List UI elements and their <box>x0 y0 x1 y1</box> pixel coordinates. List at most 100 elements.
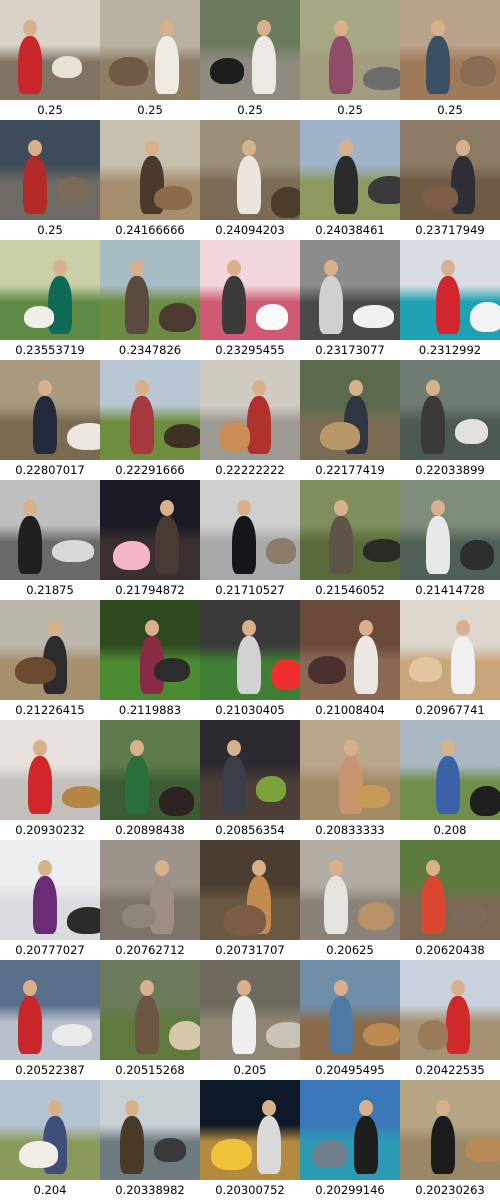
grid-cell[interactable]: 0.23173077 <box>300 240 400 360</box>
grid-cell[interactable]: 0.22807017 <box>0 360 100 480</box>
grid-cell[interactable]: 0.25 <box>0 0 100 120</box>
grid-cell[interactable]: 0.20299146 <box>300 1080 400 1200</box>
grid-cell[interactable]: 0.20930232 <box>0 720 100 840</box>
grid-cell[interactable]: 0.25 <box>300 0 400 120</box>
thumbnail-image[interactable] <box>200 360 300 460</box>
thumbnail-image[interactable] <box>0 360 100 460</box>
grid-cell[interactable]: 0.25 <box>200 0 300 120</box>
thumbnail-image[interactable] <box>400 480 500 580</box>
thumbnail-image[interactable] <box>100 480 200 580</box>
thumbnail-image[interactable] <box>100 360 200 460</box>
thumbnail-image[interactable] <box>0 120 100 220</box>
thumbnail-image[interactable] <box>200 240 300 340</box>
thumbnail-image[interactable] <box>400 1080 500 1180</box>
grid-cell[interactable]: 0.2119883 <box>100 600 200 720</box>
grid-cell[interactable]: 0.25 <box>400 0 500 120</box>
grid-cell[interactable]: 0.21710527 <box>200 480 300 600</box>
thumbnail-image[interactable] <box>300 1080 400 1180</box>
thumbnail-image[interactable] <box>100 0 200 100</box>
grid-cell[interactable]: 0.21226415 <box>0 600 100 720</box>
grid-cell[interactable]: 0.24038461 <box>300 120 400 240</box>
grid-cell[interactable]: 0.20620438 <box>400 840 500 960</box>
thumbnail-image[interactable] <box>300 0 400 100</box>
grid-cell[interactable]: 0.205 <box>200 960 300 1080</box>
thumbnail-image[interactable] <box>200 600 300 700</box>
grid-cell[interactable]: 0.21875 <box>0 480 100 600</box>
thumbnail-image[interactable] <box>0 960 100 1060</box>
grid-cell[interactable]: 0.20762712 <box>100 840 200 960</box>
grid-cell[interactable]: 0.21794872 <box>100 480 200 600</box>
grid-cell[interactable]: 0.22177419 <box>300 360 400 480</box>
grid-cell[interactable]: 0.21008404 <box>300 600 400 720</box>
grid-cell[interactable]: 0.23295455 <box>200 240 300 360</box>
thumbnail-image[interactable] <box>400 960 500 1060</box>
grid-cell[interactable]: 0.20856354 <box>200 720 300 840</box>
grid-cell[interactable]: 0.2312992 <box>400 240 500 360</box>
grid-cell[interactable]: 0.20522387 <box>0 960 100 1080</box>
thumbnail-image[interactable] <box>100 1080 200 1180</box>
thumbnail-image[interactable] <box>400 240 500 340</box>
grid-cell[interactable]: 0.20495495 <box>300 960 400 1080</box>
grid-cell[interactable]: 0.20731707 <box>200 840 300 960</box>
thumbnail-image[interactable] <box>200 1080 300 1180</box>
grid-cell[interactable]: 0.208 <box>400 720 500 840</box>
grid-cell[interactable]: 0.25 <box>100 0 200 120</box>
grid-cell[interactable]: 0.20515268 <box>100 960 200 1080</box>
grid-cell[interactable]: 0.22222222 <box>200 360 300 480</box>
grid-cell[interactable]: 0.22291666 <box>100 360 200 480</box>
thumbnail-image[interactable] <box>100 720 200 820</box>
thumbnail-image[interactable] <box>300 480 400 580</box>
thumbnail-image[interactable] <box>0 840 100 940</box>
thumbnail-image[interactable] <box>100 840 200 940</box>
thumbnail-image[interactable] <box>400 840 500 940</box>
thumbnail-image[interactable] <box>300 720 400 820</box>
grid-cell[interactable]: 0.23717949 <box>400 120 500 240</box>
thumbnail-image[interactable] <box>400 360 500 460</box>
thumbnail-image[interactable] <box>100 120 200 220</box>
grid-cell[interactable]: 0.2347826 <box>100 240 200 360</box>
grid-cell[interactable]: 0.21030405 <box>200 600 300 720</box>
grid-cell[interactable]: 0.21546052 <box>300 480 400 600</box>
thumbnail-image[interactable] <box>300 600 400 700</box>
thumbnail-image[interactable] <box>100 960 200 1060</box>
thumbnail-image[interactable] <box>0 1080 100 1180</box>
thumbnail-image[interactable] <box>200 960 300 1060</box>
thumbnail-image[interactable] <box>400 720 500 820</box>
thumbnail-image[interactable] <box>200 120 300 220</box>
thumbnail-image[interactable] <box>0 240 100 340</box>
thumbnail-image[interactable] <box>0 480 100 580</box>
thumbnail-image[interactable] <box>100 600 200 700</box>
grid-cell[interactable]: 0.20777027 <box>0 840 100 960</box>
grid-cell[interactable]: 0.22033899 <box>400 360 500 480</box>
grid-cell[interactable]: 0.20338982 <box>100 1080 200 1200</box>
thumbnail-image[interactable] <box>400 600 500 700</box>
thumbnail-image[interactable] <box>200 0 300 100</box>
thumbnail-image[interactable] <box>100 240 200 340</box>
thumbnail-image[interactable] <box>0 0 100 100</box>
grid-cell[interactable]: 0.20300752 <box>200 1080 300 1200</box>
grid-cell[interactable]: 0.25 <box>0 120 100 240</box>
grid-cell[interactable]: 0.21414728 <box>400 480 500 600</box>
grid-cell[interactable]: 0.20833333 <box>300 720 400 840</box>
thumbnail-image[interactable] <box>300 120 400 220</box>
grid-cell[interactable]: 0.20967741 <box>400 600 500 720</box>
thumbnail-image[interactable] <box>200 840 300 940</box>
grid-cell[interactable]: 0.24166666 <box>100 120 200 240</box>
thumbnail-image[interactable] <box>300 240 400 340</box>
grid-cell[interactable]: 0.24094203 <box>200 120 300 240</box>
thumbnail-image[interactable] <box>400 120 500 220</box>
grid-cell[interactable]: 0.20422535 <box>400 960 500 1080</box>
grid-cell[interactable]: 0.20230263 <box>400 1080 500 1200</box>
grid-cell[interactable]: 0.20898438 <box>100 720 200 840</box>
thumbnail-image[interactable] <box>300 960 400 1060</box>
thumbnail-image[interactable] <box>200 720 300 820</box>
thumbnail-image[interactable] <box>300 360 400 460</box>
grid-cell[interactable]: 0.23553719 <box>0 240 100 360</box>
thumbnail-image[interactable] <box>0 720 100 820</box>
thumbnail-image[interactable] <box>200 480 300 580</box>
grid-cell[interactable]: 0.204 <box>0 1080 100 1200</box>
thumbnail-image[interactable] <box>0 600 100 700</box>
grid-cell[interactable]: 0.20625 <box>300 840 400 960</box>
thumbnail-image[interactable] <box>300 840 400 940</box>
thumbnail-image[interactable] <box>400 0 500 100</box>
